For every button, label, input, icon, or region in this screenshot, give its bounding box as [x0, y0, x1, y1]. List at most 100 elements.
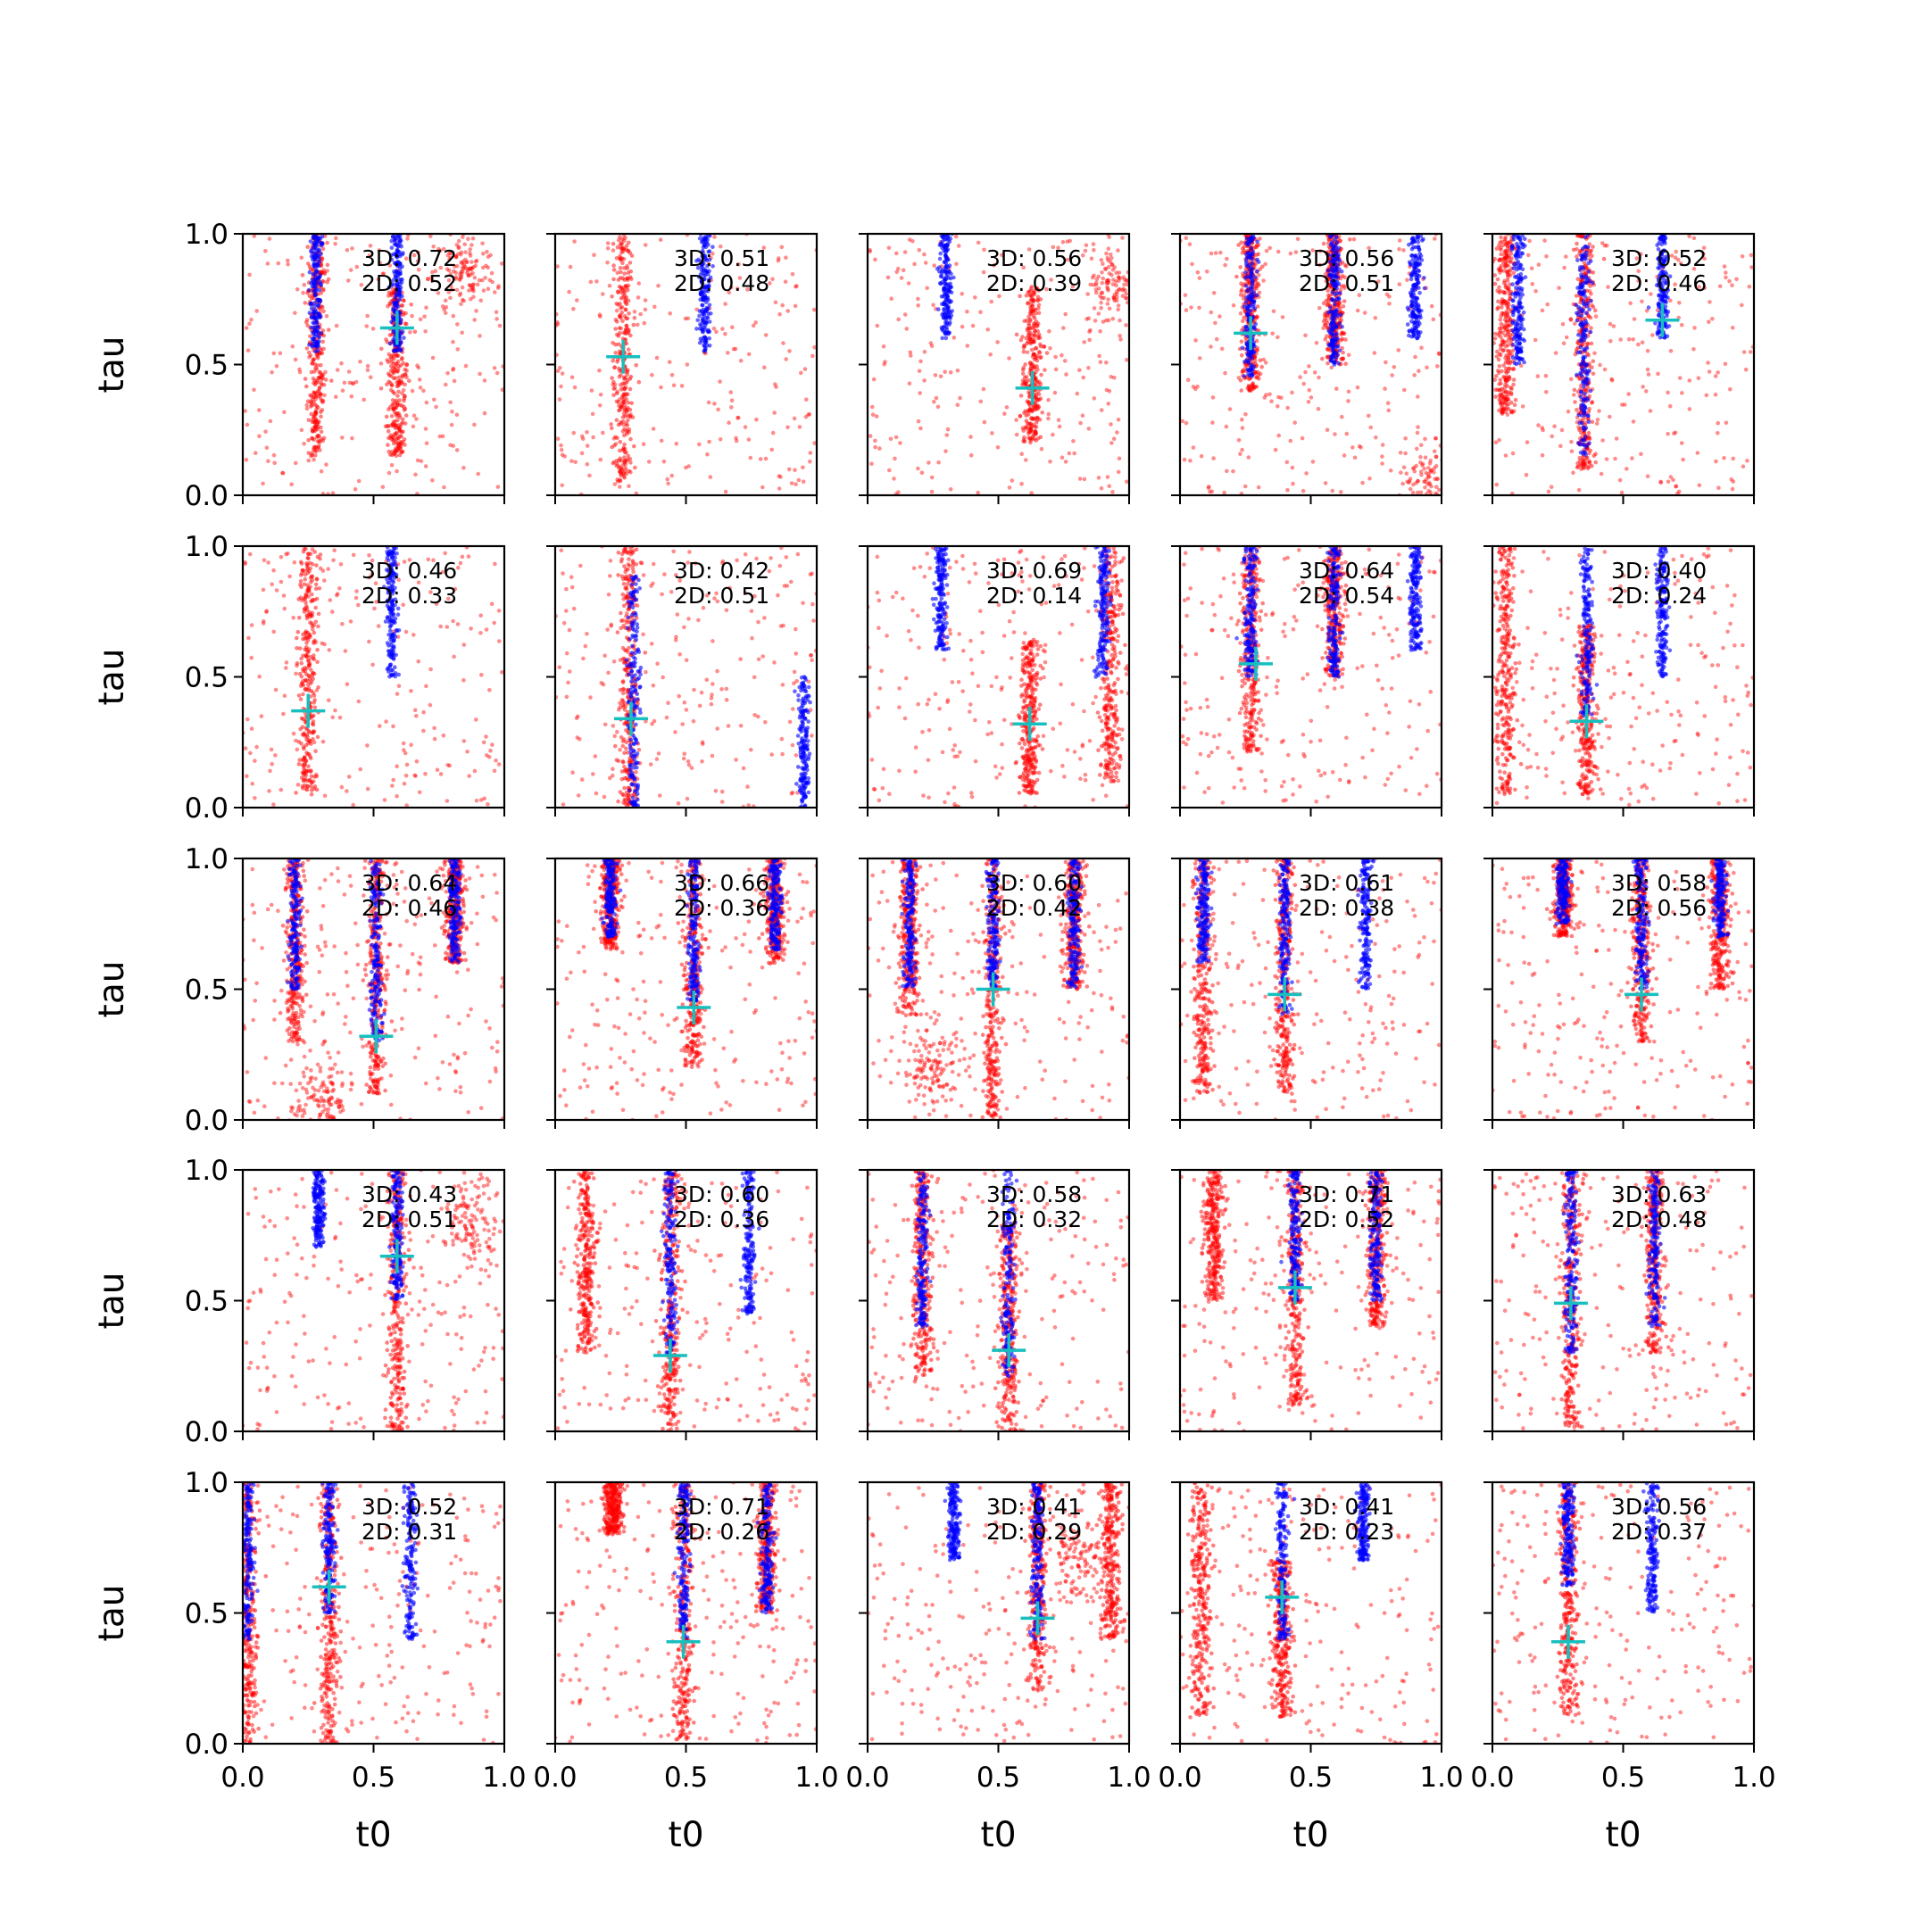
- data-point: [1423, 485, 1427, 490]
- data-point: [1244, 284, 1249, 288]
- data-point: [729, 405, 734, 410]
- data-point: [611, 386, 616, 391]
- data-point: [1432, 318, 1436, 322]
- data-point: [1255, 314, 1259, 319]
- data-point: [580, 435, 585, 439]
- data-point: [735, 416, 740, 420]
- data-point: [644, 298, 648, 303]
- data-point: [386, 429, 391, 434]
- data-point: [1290, 391, 1294, 395]
- data-point: [1039, 297, 1043, 302]
- data-point: [777, 312, 782, 317]
- data-point: [793, 468, 797, 472]
- data-point: [1100, 408, 1104, 412]
- data-point: [1402, 388, 1407, 393]
- data-point: [784, 357, 788, 361]
- data-point: [316, 238, 320, 243]
- data-point: [1200, 454, 1204, 459]
- data-point: [257, 435, 262, 439]
- data-point: [1118, 334, 1122, 338]
- data-point: [1019, 482, 1024, 486]
- data-point: [1330, 366, 1334, 370]
- data-point: [948, 316, 952, 320]
- data-point: [1088, 283, 1093, 287]
- data-point: [597, 369, 602, 373]
- data-point: [707, 401, 711, 405]
- data-point: [720, 327, 725, 331]
- data-point: [930, 490, 935, 494]
- data-point: [1071, 439, 1076, 444]
- data-point: [1631, 337, 1635, 342]
- data-point: [1121, 275, 1126, 279]
- data-point: [1718, 285, 1723, 289]
- data-point: [1577, 488, 1582, 493]
- data-point: [391, 398, 395, 402]
- data-point: [311, 429, 315, 434]
- data-point: [309, 454, 313, 459]
- data-point: [1412, 266, 1417, 270]
- data-point: [381, 485, 386, 489]
- data-point: [1708, 300, 1712, 304]
- data-point: [1081, 413, 1085, 418]
- data-point: [628, 275, 633, 279]
- data-point: [924, 261, 928, 265]
- data-point: [777, 256, 781, 261]
- data-point: [1600, 438, 1605, 443]
- data-point: [1416, 240, 1420, 245]
- data-point: [1092, 242, 1096, 246]
- data-point: [618, 254, 622, 259]
- data-point: [1108, 271, 1112, 276]
- data-point: [1628, 302, 1633, 306]
- data-point: [724, 490, 728, 494]
- data-point: [647, 460, 652, 464]
- data-point: [1572, 393, 1576, 397]
- data-point: [1677, 490, 1682, 494]
- data-point: [920, 471, 925, 476]
- data-point: [1259, 365, 1264, 369]
- data-point: [809, 451, 813, 455]
- data-point: [1341, 337, 1345, 342]
- data-point: [1428, 459, 1433, 463]
- data-point: [619, 387, 624, 392]
- data-point: [1417, 315, 1421, 319]
- data-point: [399, 332, 403, 336]
- data-point: [636, 295, 641, 300]
- data-point: [619, 440, 623, 444]
- data-point: [618, 449, 622, 453]
- data-point: [618, 326, 622, 330]
- data-point: [1040, 447, 1044, 452]
- data-point: [988, 352, 993, 357]
- data-point: [723, 302, 727, 306]
- data-point: [605, 261, 610, 265]
- score-label: 3D: 0.56: [1299, 245, 1394, 271]
- data-point: [1380, 461, 1384, 466]
- data-point: [718, 379, 722, 384]
- data-point: [302, 442, 306, 446]
- data-point: [393, 369, 397, 374]
- data-point: [254, 309, 259, 313]
- data-point: [1188, 459, 1193, 463]
- data-point: [982, 387, 986, 392]
- data-point: [461, 466, 466, 470]
- data-point: [627, 311, 631, 316]
- data-point: [1620, 402, 1625, 407]
- data-point: [599, 393, 603, 397]
- data-point: [418, 377, 422, 382]
- data-point: [312, 304, 317, 309]
- data-point: [1101, 296, 1106, 301]
- data-point: [1669, 349, 1674, 353]
- data-point: [868, 434, 873, 438]
- data-point: [949, 370, 953, 375]
- data-point: [408, 330, 412, 335]
- data-point: [1106, 475, 1110, 479]
- data-point: [1022, 319, 1026, 324]
- data-point: [556, 436, 561, 441]
- data-point: [1030, 304, 1035, 309]
- data-point: [1401, 248, 1406, 253]
- data-point: [1083, 477, 1087, 482]
- data-point: [894, 252, 899, 256]
- data-point: [1730, 283, 1734, 287]
- data-point: [1346, 399, 1350, 403]
- data-point: [345, 248, 350, 253]
- data-point: [1309, 395, 1314, 400]
